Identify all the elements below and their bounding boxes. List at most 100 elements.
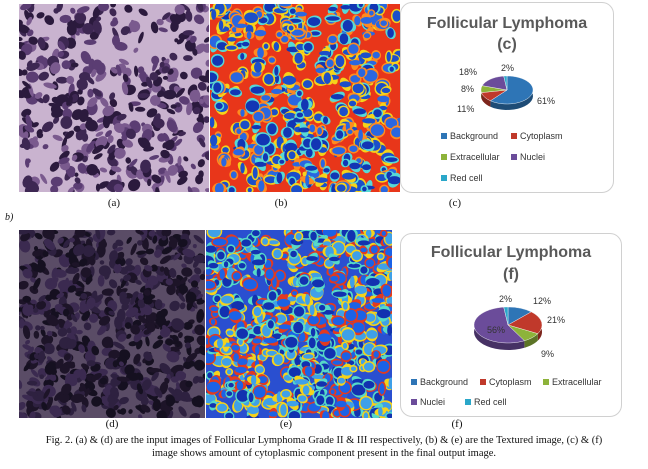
texture-blob-core: [290, 250, 297, 258]
texture-blob-core: [388, 257, 392, 269]
texture-blob-core: [257, 47, 264, 59]
cell-nucleus: [165, 338, 174, 346]
texture-blob-core: [339, 33, 349, 45]
cell-nucleus: [37, 37, 46, 50]
texture-blob-core: [214, 295, 221, 303]
cell-nucleus: [112, 360, 119, 368]
cell-nucleus: [206, 85, 209, 93]
texture-blob-core: [302, 80, 313, 89]
cell-nucleus: [183, 55, 193, 62]
cell-nucleus: [124, 322, 132, 329]
panel-label-c: (c): [448, 197, 462, 209]
texture-blob-core: [238, 338, 243, 345]
cell-nucleus: [54, 391, 64, 401]
cell-nucleus: [156, 18, 164, 26]
cell-nucleus: [26, 380, 38, 386]
texture-blob-core: [388, 271, 392, 281]
cell-nucleus: [66, 75, 75, 85]
texture-blob-core: [360, 247, 367, 253]
cell-nucleus: [151, 371, 159, 382]
texture-blob-core: [210, 116, 215, 128]
texture-blob-core: [388, 377, 392, 390]
cell-nucleus: [85, 119, 98, 132]
cell-nucleus: [150, 264, 158, 272]
texture-blob-core: [214, 183, 224, 192]
texture-blob-core: [216, 338, 223, 349]
cell-nucleus: [205, 188, 209, 192]
texture-blob-core: [363, 362, 374, 371]
texture-blob-core: [265, 268, 274, 280]
cell-nucleus: [73, 125, 81, 133]
texture-blob-core: [211, 9, 217, 20]
texture-blob-core: [251, 259, 266, 266]
texture-blob-core: [253, 306, 262, 317]
cell-nucleus: [107, 135, 114, 144]
cell-nucleus: [139, 70, 148, 84]
cell-nucleus: [128, 409, 133, 414]
texture-blob-core: [323, 116, 329, 125]
cell-nucleus: [143, 297, 153, 305]
cell-nucleus: [98, 240, 108, 249]
cell-nucleus: [28, 36, 39, 45]
cell-nucleus: [161, 246, 173, 255]
texture-blob-core: [360, 397, 372, 410]
cell-nucleus: [108, 349, 120, 360]
texture-blob-core: [351, 322, 365, 333]
texture-blob-core: [216, 42, 228, 50]
texture-blob-core: [236, 380, 244, 391]
cell-nucleus: [43, 388, 51, 399]
cell-nucleus: [133, 47, 139, 53]
cell-nucleus: [46, 396, 54, 411]
cell-nucleus: [52, 116, 60, 124]
cell-nucleus: [88, 313, 99, 323]
cell-nucleus: [50, 62, 61, 75]
cell-nucleus: [35, 325, 41, 331]
texture-blob-core: [348, 263, 361, 268]
texture-blob-core: [354, 15, 361, 26]
texture-blob-core: [228, 382, 234, 388]
cell-nucleus: [122, 73, 129, 82]
cell-nucleus: [145, 248, 155, 255]
texture-blob-core: [382, 284, 392, 297]
cell-nucleus: [182, 30, 195, 36]
cell-nucleus: [158, 237, 169, 247]
cell-nucleus: [189, 187, 200, 192]
cell-nucleus: [192, 121, 204, 134]
texture-blob-core: [263, 73, 274, 85]
cell-nucleus: [113, 183, 124, 192]
cell-nucleus: [26, 16, 33, 26]
texture-blob-core: [355, 349, 363, 355]
pct-label-extracellular: 9%: [541, 349, 555, 359]
cell-nucleus: [50, 185, 59, 192]
texture-blob-core: [328, 6, 338, 12]
cell-nucleus: [138, 8, 148, 17]
cell-nucleus: [122, 139, 134, 148]
cell-nucleus: [117, 333, 127, 342]
cell-nucleus: [95, 131, 104, 137]
cell-nucleus: [63, 353, 71, 361]
cell-nucleus: [92, 88, 102, 97]
cell-nucleus: [38, 350, 46, 364]
cell-nucleus: [61, 383, 72, 396]
pct-label-redcell: 2%: [499, 294, 513, 304]
cell-nucleus: [170, 104, 177, 109]
cell-nucleus: [128, 341, 138, 347]
cell-nucleus: [25, 158, 31, 164]
texture-blob-core: [283, 112, 296, 120]
texture-blob-core: [247, 187, 252, 192]
cell-nucleus: [160, 149, 170, 159]
texture-blob-core: [228, 187, 235, 192]
cell-nucleus: [113, 405, 119, 411]
texture-blob-core: [295, 232, 302, 241]
texture-blob-core: [226, 45, 237, 50]
cell-nucleus: [184, 342, 191, 349]
cell-nucleus: [38, 294, 47, 302]
cell-nucleus: [168, 237, 178, 250]
texture-blob-core: [253, 386, 266, 398]
legend-nuclei: Nuclei: [511, 152, 545, 162]
texture-blob-core: [342, 159, 349, 167]
cell-nucleus: [125, 258, 133, 266]
texture-blob-core: [279, 4, 292, 7]
cell-nucleus: [105, 130, 112, 138]
cell-nucleus: [92, 59, 103, 71]
